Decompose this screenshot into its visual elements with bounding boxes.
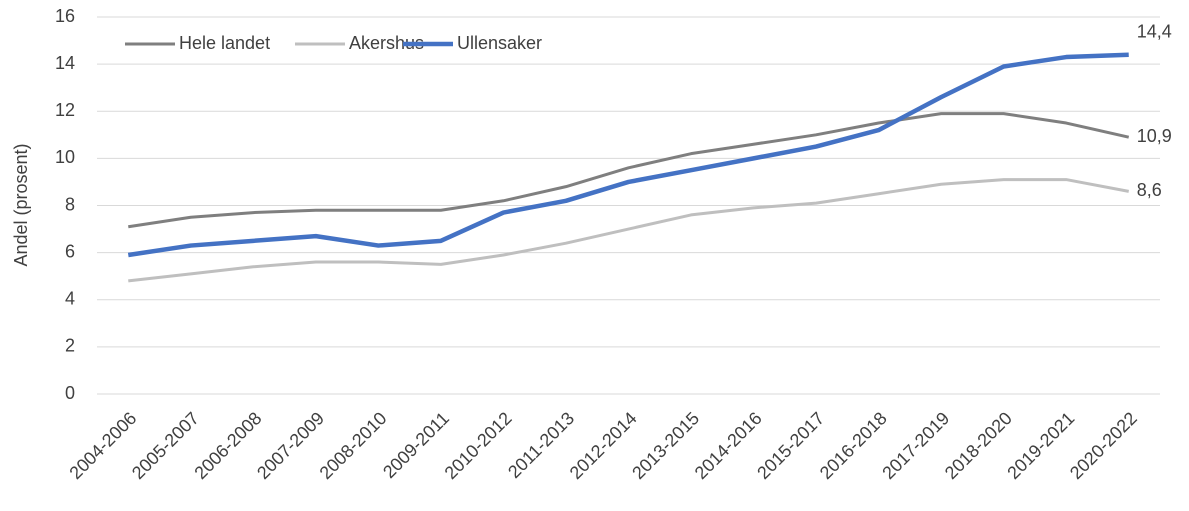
y-tick-label: 4 bbox=[65, 289, 75, 309]
x-tick-label: 2015-2017 bbox=[753, 408, 828, 483]
x-tick-label: 2010-2012 bbox=[441, 408, 516, 483]
x-tick-label: 2006-2008 bbox=[190, 408, 265, 483]
y-axis-label: Andel (prosent) bbox=[11, 143, 31, 266]
y-tick-label: 8 bbox=[65, 194, 75, 214]
x-tick-label: 2017-2019 bbox=[878, 408, 953, 483]
line-series bbox=[127, 52, 1129, 258]
x-tick-label: 2018-2020 bbox=[941, 408, 1016, 483]
line-series bbox=[128, 178, 1130, 283]
y-tick-label: 16 bbox=[55, 6, 75, 26]
x-tick-label: 2019-2021 bbox=[1003, 408, 1078, 483]
x-tick-label: 2012-2014 bbox=[566, 408, 641, 483]
y-tick-label: 2 bbox=[65, 336, 75, 356]
data-label: 8,6 bbox=[1137, 180, 1162, 200]
x-tick-label: 2005-2007 bbox=[128, 408, 203, 483]
line-series bbox=[128, 112, 1130, 229]
y-tick-label: 0 bbox=[65, 383, 75, 403]
legend-label: Hele landet bbox=[179, 33, 270, 53]
x-tick-label: 2004-2006 bbox=[65, 408, 140, 483]
data-label: 14,4 bbox=[1137, 21, 1172, 41]
y-tick-label: 10 bbox=[55, 147, 75, 167]
x-tick-label: 2007-2009 bbox=[253, 408, 328, 483]
x-tick-label: 2014-2016 bbox=[691, 408, 766, 483]
x-tick-label: 2008-2010 bbox=[316, 408, 391, 483]
x-tick-label: 2013-2015 bbox=[628, 408, 703, 483]
x-tick-label: 2016-2018 bbox=[816, 408, 891, 483]
x-tick-label: 2020-2022 bbox=[1066, 408, 1141, 483]
legend-label: Akershus bbox=[349, 33, 424, 53]
y-tick-label: 12 bbox=[55, 100, 75, 120]
legend-label: Ullensaker bbox=[457, 33, 542, 53]
y-tick-label: 6 bbox=[65, 241, 75, 261]
data-label: 10,9 bbox=[1137, 126, 1172, 146]
y-tick-label: 14 bbox=[55, 53, 75, 73]
